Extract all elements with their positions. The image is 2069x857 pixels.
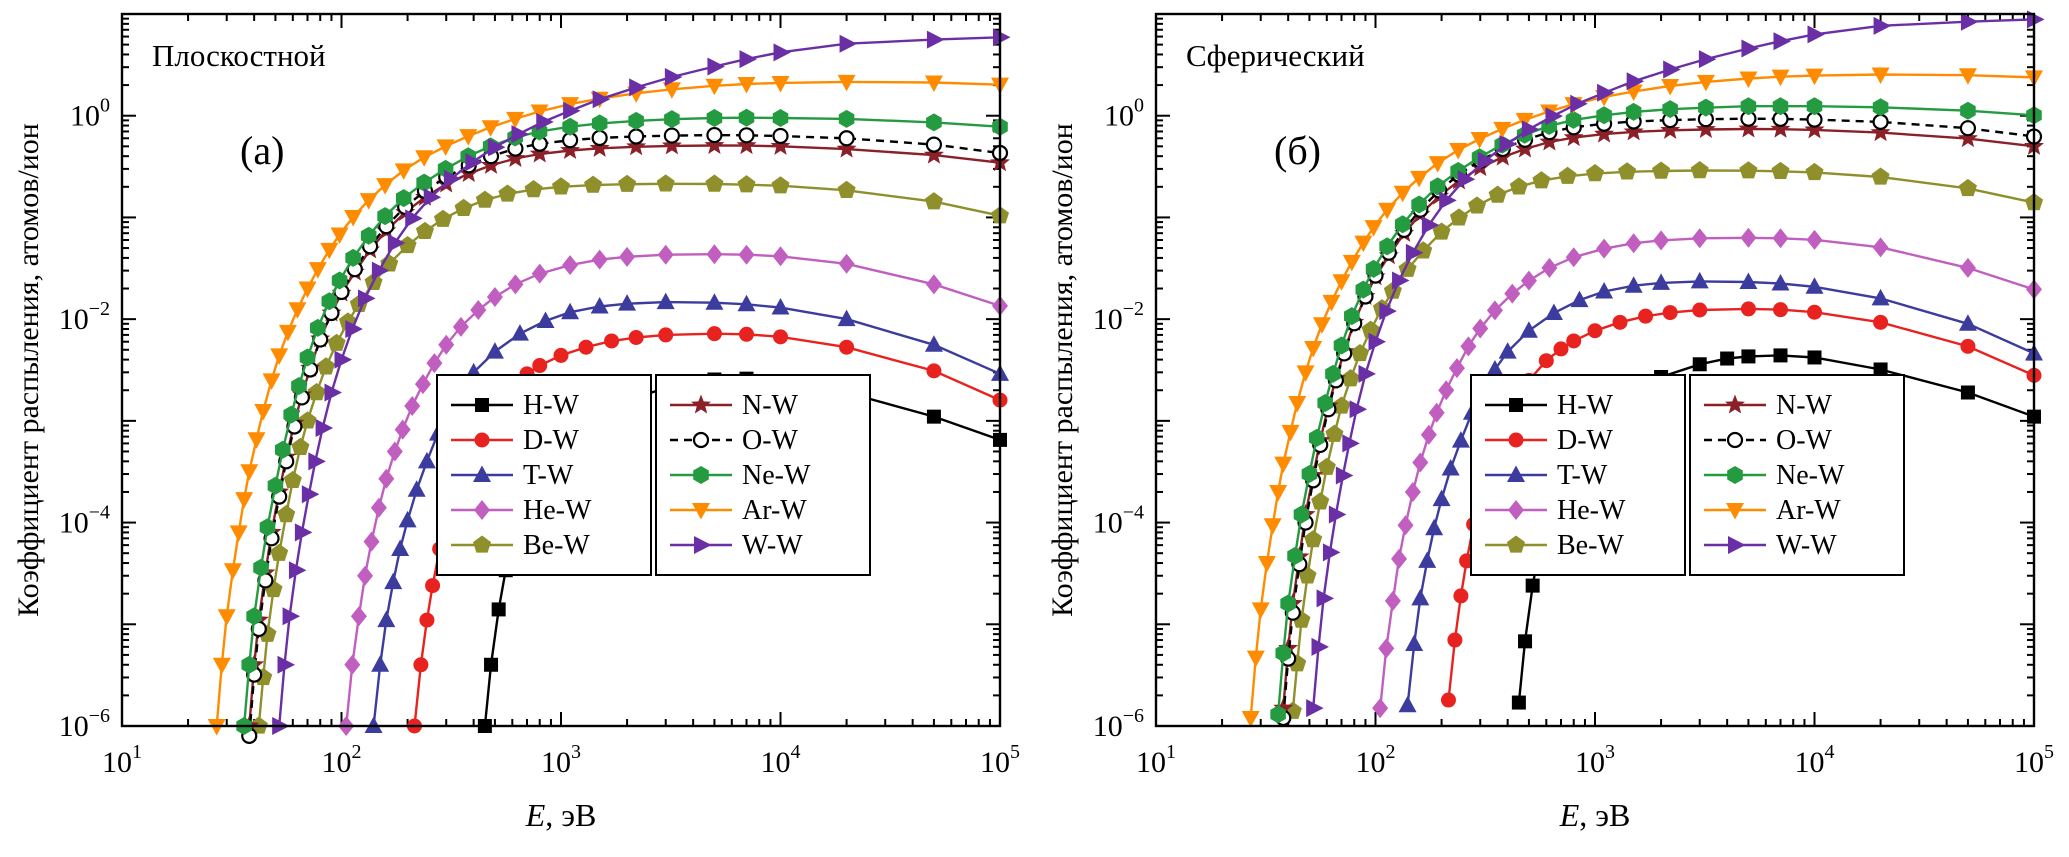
legend-label-N-W: N-W <box>1776 390 1833 421</box>
panel-letter: (б) <box>1274 128 1321 173</box>
legend-item-N-W: N-W <box>1704 390 1833 421</box>
legend-label-Ne-W: Ne-W <box>1776 460 1845 491</box>
x-axis-title: E, эВ <box>1559 797 1631 833</box>
legend-box: H-W D-W T-W He-W Be-W <box>1470 374 1686 576</box>
legend-label-He-W: He-W <box>523 495 592 526</box>
legend-item-W-W: W-W <box>1704 530 1837 561</box>
y-tick-label: 100 <box>1104 95 1144 133</box>
chart-panel-planar: 101 102 103 104 105 10−6 10−4 10−2 100 H-W D-W T-W H… <box>0 0 1034 857</box>
legend-label-Ne-W: Ne-W <box>742 460 811 491</box>
chart-panel-spherical: 101 102 103 104 105 10−6 10−4 10−2 100 H-W D-W T-W H… <box>1034 0 2068 857</box>
y-tick-label: 10−4 <box>59 502 110 540</box>
legend-item-Ar-W: Ar-W <box>670 495 807 526</box>
legend-item-D-W: D-W <box>1485 425 1614 456</box>
legend-label-Be-W: Be-W <box>1557 530 1624 561</box>
y-tick-label: 10−2 <box>1093 298 1144 336</box>
x-tick-label: 103 <box>1575 741 1615 779</box>
x-tick-label: 103 <box>541 741 581 779</box>
legend-label-D-W: D-W <box>1557 425 1614 456</box>
legend-item-T-W: T-W <box>1485 460 1608 491</box>
x-tick-label: 105 <box>2014 741 2054 779</box>
legend-item-N-W: N-W <box>670 390 799 421</box>
legend-item-H-W: H-W <box>451 390 580 421</box>
legend-label-T-W: T-W <box>523 460 574 491</box>
legend-box: H-W D-W T-W He-W Be-W <box>436 374 652 576</box>
x-tick-label: 102 <box>322 741 362 779</box>
legend-box: N-W O-W Ne-W Ar-W W-W <box>655 374 871 576</box>
legend-label-W-W: W-W <box>1776 530 1837 561</box>
x-tick-label: 104 <box>761 741 801 779</box>
legend-label-He-W: He-W <box>1557 495 1626 526</box>
series-He-W <box>1372 227 2042 719</box>
legend-item-Ar-W: Ar-W <box>1704 495 1841 526</box>
legend-item-He-W: He-W <box>1485 495 1626 526</box>
x-tick-label: 102 <box>1356 741 1396 779</box>
series-He-W <box>338 244 1008 736</box>
legend-label-O-W: O-W <box>742 425 799 456</box>
x-tick-label: 101 <box>1136 741 1176 779</box>
series-Ne-W <box>1270 97 2042 724</box>
legend-label-H-W: H-W <box>1557 390 1614 421</box>
legend-item-He-W: He-W <box>451 495 592 526</box>
legend-label-N-W: N-W <box>742 390 799 421</box>
y-axis-title: Коэффициент распыления, атомов/ион <box>1046 123 1079 617</box>
series-T-W <box>1398 271 2043 713</box>
panel-letter: (а) <box>240 128 284 173</box>
x-tick-label: 105 <box>980 741 1020 779</box>
legend-item-T-W: T-W <box>451 460 574 491</box>
x-axis-title: E, эВ <box>525 797 597 833</box>
legend-item-W-W: W-W <box>670 530 803 561</box>
legend-item-Ne-W: Ne-W <box>670 460 811 491</box>
legend-item-Ne-W: Ne-W <box>1704 460 1845 491</box>
legend-label-Be-W: Be-W <box>523 530 590 561</box>
chart-canvas-spherical: 101 102 103 104 10510−610−410−2100H-WD-WT-WH… <box>1046 10 2054 833</box>
y-tick-label: 10−6 <box>1093 705 1144 743</box>
plot-frame <box>120 12 1002 728</box>
legend-item-Be-W: Be-W <box>451 530 590 561</box>
series-Ar-W <box>207 74 1009 736</box>
legend-item-O-W: O-W <box>670 425 799 456</box>
y-tick-label: 100 <box>70 95 110 133</box>
series-line-He-W <box>345 252 1001 727</box>
x-tick-label: 104 <box>1795 741 1835 779</box>
chart-canvas-planar: 101 102 103 104 10510−610−410−2100H-WD-WT-WH… <box>12 12 1020 833</box>
legend-item-H-W: H-W <box>1485 390 1614 421</box>
panel-title: Сферический <box>1186 38 1365 73</box>
legend-item-O-W: O-W <box>1704 425 1833 456</box>
legend-label-T-W: T-W <box>1557 460 1608 491</box>
legend-item-D-W: D-W <box>451 425 580 456</box>
plot-frame <box>1154 12 2036 728</box>
legend-item-Be-W: Be-W <box>1485 530 1624 561</box>
legend-label-Ar-W: Ar-W <box>742 495 807 526</box>
legend-label-H-W: H-W <box>523 390 580 421</box>
y-tick-label: 10−2 <box>59 298 110 336</box>
legend-label-D-W: D-W <box>523 425 580 456</box>
legend-label-O-W: O-W <box>1776 425 1833 456</box>
y-tick-label: 10−6 <box>59 705 110 743</box>
series-W-W <box>1306 10 2045 718</box>
x-tick-label: 101 <box>102 741 142 779</box>
series-Ar-W <box>1241 67 2043 728</box>
series-Be-W <box>249 174 1010 734</box>
legend-label-W-W: W-W <box>742 530 803 561</box>
legend-label-Ar-W: Ar-W <box>1776 495 1841 526</box>
series-line-He-W <box>1379 236 2035 709</box>
panel-title: Плоскостной <box>152 38 326 73</box>
y-axis-title: Коэффициент распыления, атомов/ион <box>12 123 45 617</box>
y-tick-label: 10−4 <box>1093 502 1144 540</box>
legend-box: N-W O-W Ne-W Ar-W W-W <box>1689 374 1905 576</box>
